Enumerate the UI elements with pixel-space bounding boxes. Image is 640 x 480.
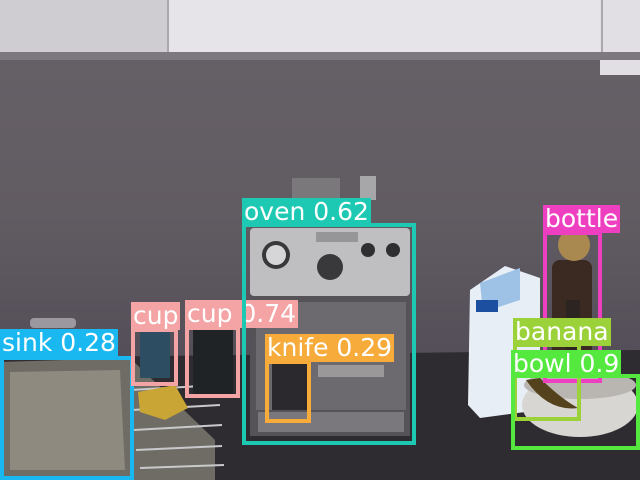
cabinet-left: [0, 0, 170, 55]
knife-label: knife 0.29: [265, 333, 395, 362]
knife-box: [265, 360, 311, 423]
sink-box: [0, 356, 134, 480]
banana-label: banana: [513, 317, 611, 346]
bottle-label: bottle: [543, 204, 621, 233]
bowl-label: bowl 0.9: [511, 349, 622, 378]
bottle-box: [543, 231, 602, 383]
cup-box: [185, 326, 240, 398]
cabinet-center: [168, 0, 603, 55]
banana: [526, 378, 578, 409]
cup-label: cup 0.74: [185, 299, 299, 328]
small-cup: [140, 332, 170, 378]
black-cup: [193, 326, 233, 394]
cup-box-small: [131, 328, 178, 386]
sink-label: sink 0.28: [0, 328, 118, 357]
bowl-box: [511, 374, 640, 450]
portafilter: [272, 360, 308, 410]
cup-label-small: cup: [131, 301, 181, 330]
faucet: [30, 318, 76, 328]
oven-label: oven 0.62: [242, 197, 371, 226]
cabinet-right: [600, 0, 640, 75]
sponge: [138, 385, 188, 420]
